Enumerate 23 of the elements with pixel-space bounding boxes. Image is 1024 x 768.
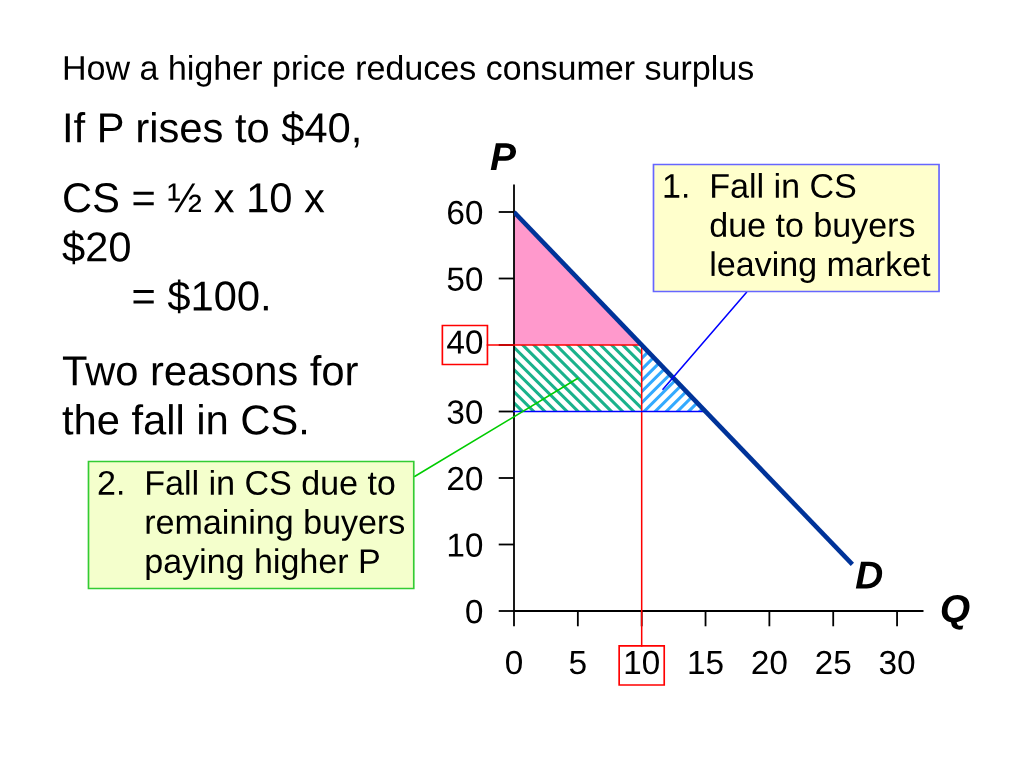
x-tick-label: 15 [689,651,723,675]
y-tick-label: 30 [447,400,483,424]
x-tick-label: 25 [816,650,851,675]
y-tick-label: 20 [448,466,483,491]
text: 2. Fall in CS due to remaining buyers paying higher P [98,470,405,580]
text: If P rises to $40, [65,111,359,148]
x-axis-title: Q [941,594,970,630]
ref-line-label: 10 [625,650,659,675]
series-label: D [855,561,883,589]
x-tick-label: 20 [752,650,787,675]
y-tick-label: 0 [466,599,483,624]
y-axis-title: P [490,143,517,171]
x-tick-label: 0 [506,650,522,675]
annotation: 1. Fall in CS due to buyers leaving market [664,173,931,283]
text: Two reasons for the fall in CS. [62,355,358,435]
text: CS = ½ x 10 x $20 = $100. [62,183,325,314]
ref-line-label: 40 [447,330,483,354]
y-tick-label: 50 [447,267,483,291]
x-tick-label: 5 [569,651,586,675]
x-tick-label: 30 [879,650,915,675]
chart-title: How a higher price reduces consumer surplus [64,55,753,87]
y-tick-label: 10 [448,533,483,557]
y-tick-label: 60 [448,200,483,225]
